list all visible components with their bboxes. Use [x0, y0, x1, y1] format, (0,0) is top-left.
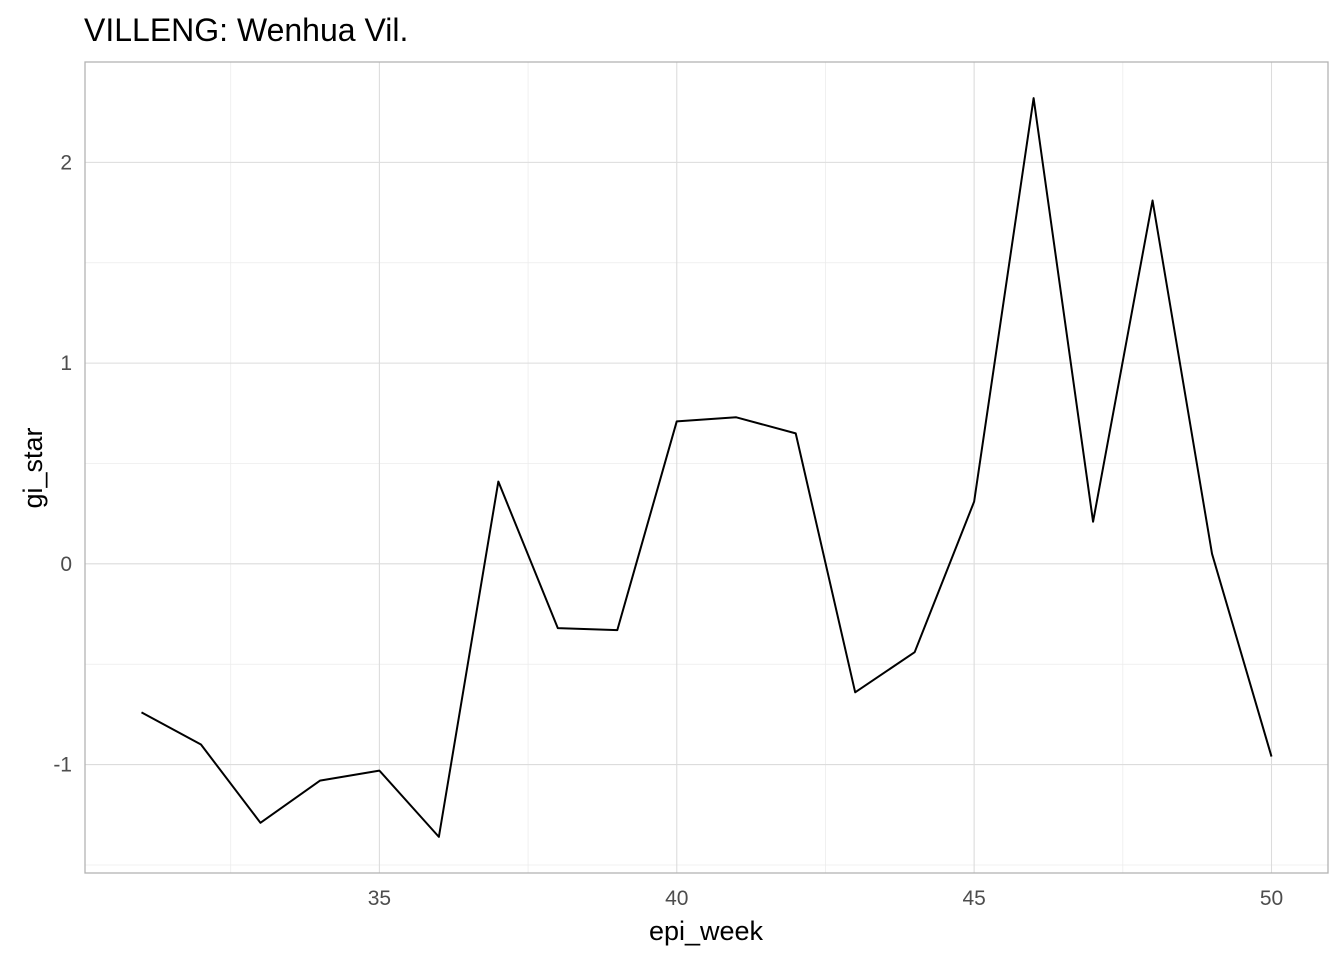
- plot-panel-border: [84, 61, 1329, 874]
- series-layer: [141, 97, 1273, 838]
- x-axis-title: epi_week: [649, 916, 764, 946]
- y-tick-label: -1: [53, 754, 72, 777]
- y-tick-label: 0: [60, 553, 72, 576]
- major-gridlines: [85, 62, 1328, 873]
- y-tick-label: 1: [60, 352, 72, 375]
- chart-title: VILLENG: Wenhua Vil.: [84, 12, 408, 48]
- y-axis-title: gi_star: [18, 427, 48, 508]
- y-axis-ticks: -1 0 1 2: [53, 151, 72, 776]
- x-tick-label: 45: [962, 887, 985, 910]
- y-tick-label: 2: [60, 151, 72, 174]
- x-tick-label: 35: [368, 887, 391, 910]
- minor-gridlines: [85, 62, 1328, 873]
- series-line: [141, 97, 1273, 838]
- x-tick-label: 50: [1260, 887, 1283, 910]
- x-tick-label: 40: [665, 887, 688, 910]
- x-axis-ticks: 35 40 45 50: [368, 887, 1283, 910]
